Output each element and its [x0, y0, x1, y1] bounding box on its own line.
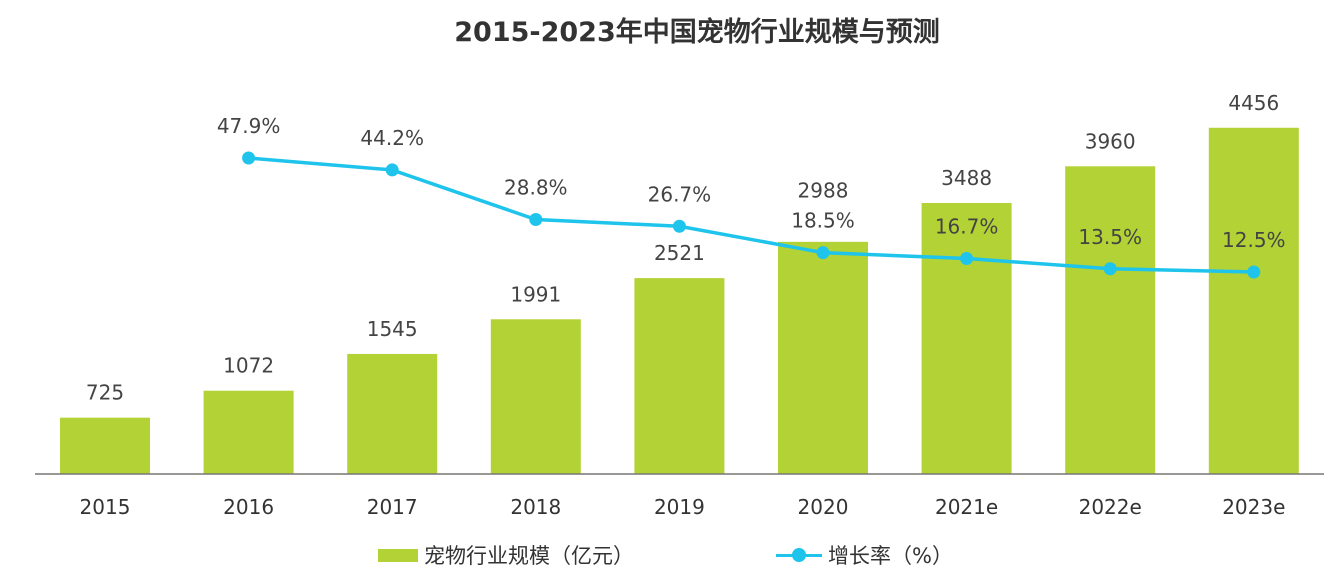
x-tick-2018: 2018 [510, 495, 561, 519]
legend-swatch-line [776, 547, 822, 563]
x-tick-2023e: 2023e [1222, 495, 1285, 519]
x-tick-2016: 2016 [223, 495, 274, 519]
bar-2015 [60, 417, 150, 474]
bar-label-2021e: 3488 [941, 166, 992, 190]
growth-label-2020: 18.5% [791, 209, 855, 233]
legend-item-line: 增长率（%） [776, 540, 953, 570]
growth-point-2022e [1103, 262, 1117, 276]
legend-label-bar: 宠物行业规模（亿元） [424, 544, 634, 568]
growth-point-2020 [816, 246, 830, 260]
x-tick-2022e: 2022e [1079, 495, 1142, 519]
growth-point-2016 [242, 151, 256, 165]
bar-2018 [490, 319, 581, 474]
bar-label-2022e: 3960 [1085, 129, 1136, 153]
bar-2022e [1065, 166, 1156, 475]
bar-label-2020: 2988 [798, 179, 849, 203]
growth-label-2021e: 16.7% [935, 214, 999, 238]
legend-item-bar: 宠物行业规模（亿元） [378, 540, 634, 570]
x-tick-2020: 2020 [798, 495, 849, 519]
growth-label-2017: 44.2% [360, 126, 424, 150]
growth-line [248, 156, 1254, 274]
growth-point-2018 [529, 213, 543, 227]
bar-label-2015: 725 [86, 381, 124, 405]
bar-label-2023e: 4456 [1228, 91, 1279, 115]
bar-2019 [634, 278, 725, 474]
legend: 宠物行业规模（亿元） 增长率（%） [0, 540, 1324, 570]
chart-title: 2015-2023年中国宠物行业规模与预测 [454, 17, 940, 48]
growth-label-2016: 47.9% [217, 114, 281, 138]
growth-label-2023e: 12.5% [1222, 228, 1286, 252]
x-tick-2015: 2015 [80, 495, 131, 519]
bar-2017 [347, 353, 438, 474]
growth-point-2021e [960, 251, 974, 265]
x-tick-2019: 2019 [654, 495, 705, 519]
x-tick-2017: 2017 [367, 495, 418, 519]
bar-2020 [778, 241, 868, 474]
legend-swatch-bar [378, 548, 418, 562]
growth-point-2023e [1247, 265, 1261, 279]
bar-2021e [921, 202, 1012, 474]
growth-label-2022e: 13.5% [1078, 225, 1142, 249]
growth-label-2018: 28.8% [504, 176, 568, 200]
bar-label-2018: 1991 [510, 282, 561, 306]
growth-label-2019: 26.7% [648, 182, 712, 206]
legend-label-line: 增长率（%） [828, 544, 953, 568]
bar-label-2017: 1545 [367, 317, 418, 341]
bar-label-2016: 1072 [223, 354, 274, 378]
growth-point-2019 [672, 219, 686, 233]
bar-2023e [1208, 127, 1299, 474]
x-tick-2021e: 2021e [935, 495, 998, 519]
growth-point-2017 [385, 163, 399, 177]
bar-2016 [203, 390, 294, 474]
bar-label-2019: 2521 [654, 241, 705, 265]
